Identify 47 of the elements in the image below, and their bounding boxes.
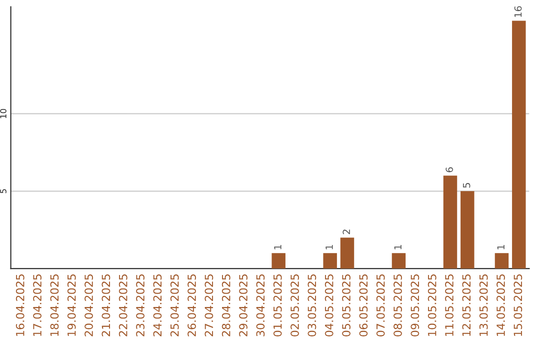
x-tick-label: 24.04.2025: [153, 274, 162, 336]
x-tick-label: 20.04.2025: [84, 274, 93, 336]
data-label: 2: [342, 230, 350, 234]
data-label: 16: [514, 6, 522, 17]
x-tick-label: 10.05.2025: [428, 274, 436, 336]
data-label: 1: [394, 245, 402, 250]
x-tick-label: 04.05.2025: [324, 274, 334, 336]
x-tick-label: 01.05.2025: [273, 274, 282, 336]
x-tick-label: 17.04.2025: [33, 274, 42, 336]
bar: [512, 20, 526, 269]
x-tick-label: 05.05.2025: [342, 274, 350, 336]
x-tick-label: 16.04.2025: [16, 274, 24, 336]
data-label: 1: [497, 245, 504, 250]
x-tick-label: 11.05.2025: [445, 274, 454, 336]
bar: [443, 176, 458, 269]
bar: [494, 253, 509, 269]
data-label: 5: [463, 183, 470, 188]
bar: [323, 253, 337, 269]
data-label: 6: [446, 167, 454, 172]
x-tick-label: 22.04.2025: [118, 274, 128, 336]
x-tick-label: 08.05.2025: [394, 274, 402, 336]
x-tick-label: 25.04.2025: [170, 274, 179, 336]
x-tick-label: 09.05.2025: [410, 274, 420, 336]
x-tick-label: 06.05.2025: [359, 274, 368, 336]
x-tick-label: 15.05.2025: [514, 274, 522, 336]
x-tick-label: 23.04.2025: [136, 274, 144, 336]
x-tick-label: 02.05.2025: [290, 274, 299, 336]
x-tick-label: 29.04.2025: [239, 274, 248, 336]
data-label: 1: [326, 245, 333, 250]
bar: [340, 238, 354, 269]
x-tick-label: 28.04.2025: [222, 274, 230, 336]
bar: [460, 191, 474, 269]
x-tick-label: 27.04.2025: [204, 274, 214, 336]
bar: [392, 253, 406, 269]
x-tick-label: 26.04.2025: [188, 274, 196, 336]
x-tick-label: 12.05.2025: [462, 274, 471, 336]
x-tick-label: 14.05.2025: [496, 274, 505, 336]
data-label: 1: [274, 245, 282, 250]
x-tick-label: 07.05.2025: [376, 274, 385, 336]
x-tick-label: 30.04.2025: [256, 274, 265, 336]
x-tick-label: 21.04.2025: [102, 274, 110, 336]
y-tick-label: 10: [0, 108, 6, 118]
x-tick-label: 03.05.2025: [308, 274, 316, 336]
x-tick-label: 13.05.2025: [479, 274, 488, 336]
x-tick-label: 18.04.2025: [50, 274, 59, 336]
bar: [272, 253, 286, 269]
x-tick-label: 19.04.2025: [67, 274, 76, 336]
